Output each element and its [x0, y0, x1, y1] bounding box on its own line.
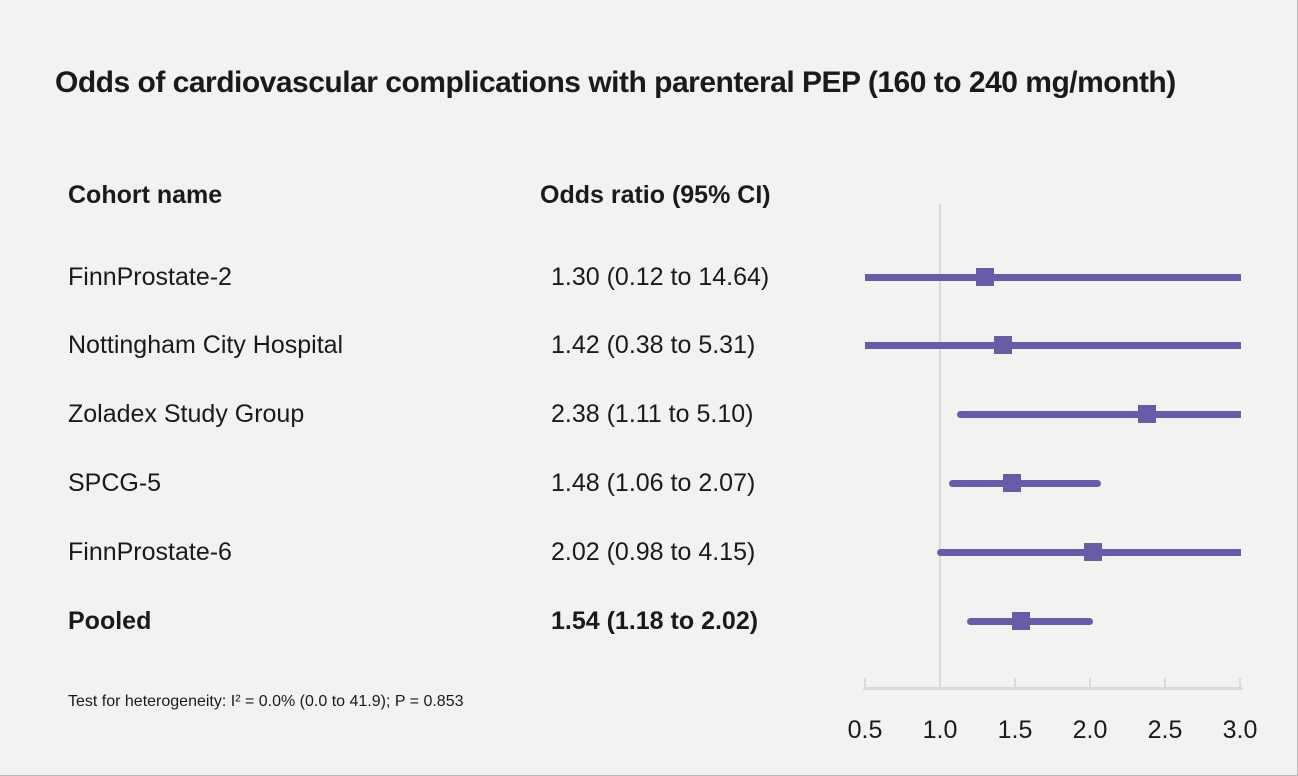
- cohort-name: Nottingham City Hospital: [68, 331, 344, 359]
- or-marker: [1012, 612, 1030, 630]
- or-marker: [976, 268, 994, 286]
- reference-line: [938, 204, 942, 690]
- x-tick-label: 1.0: [922, 716, 958, 744]
- ci-line: [865, 273, 1241, 281]
- ci-line: [949, 479, 1101, 487]
- x-tick-label: 0.5: [847, 716, 883, 744]
- ci-line: [967, 617, 1093, 625]
- x-tick-label: 3.0: [1222, 716, 1258, 744]
- or-marker: [1003, 474, 1021, 492]
- or-marker: [1084, 543, 1102, 561]
- odds-ratio-value: 2.38 (1.11 to 5.10): [551, 400, 754, 428]
- chart-title: Odds of cardiovascular complications wit…: [55, 66, 1176, 99]
- x-tick: [1013, 678, 1017, 687]
- x-tick: [938, 678, 942, 687]
- ci-line: [865, 341, 1241, 349]
- x-axis-line: [862, 687, 1243, 690]
- x-tick-label: 2.5: [1147, 716, 1183, 744]
- ci-line: [937, 548, 1241, 556]
- x-tick-label: 1.5: [997, 716, 1033, 744]
- x-tick: [1238, 678, 1242, 687]
- cohort-name: SPCG-5: [68, 469, 162, 497]
- cohort-name-pooled: Pooled: [68, 607, 152, 635]
- x-tick: [1163, 678, 1167, 687]
- odds-ratio-value: 1.48 (1.06 to 2.07): [551, 469, 756, 497]
- ci-line: [956, 410, 1241, 418]
- odds-ratio-value: 2.02 (0.98 to 4.15): [551, 538, 756, 566]
- x-tick-label: 2.0: [1072, 716, 1108, 744]
- or-marker: [1138, 405, 1156, 423]
- odds-ratio-value-pooled: 1.54 (1.18 to 2.02): [551, 607, 759, 635]
- odds-ratio-value: 1.30 (0.12 to 14.64): [551, 263, 770, 291]
- x-tick: [863, 678, 867, 687]
- heterogeneity-note: Test for heterogeneity: I² = 0.0% (0.0 t…: [68, 693, 464, 710]
- cohort-name: Zoladex Study Group: [68, 400, 305, 428]
- cohort-name: FinnProstate-2: [68, 263, 232, 291]
- column-header-odds-ratio: Odds ratio (95% CI): [540, 181, 771, 209]
- odds-ratio-value: 1.42 (0.38 to 5.31): [551, 331, 756, 359]
- column-header-cohort-name: Cohort name: [68, 181, 223, 209]
- x-tick: [1088, 678, 1092, 687]
- or-marker: [994, 336, 1012, 354]
- cohort-name: FinnProstate-6: [68, 538, 232, 566]
